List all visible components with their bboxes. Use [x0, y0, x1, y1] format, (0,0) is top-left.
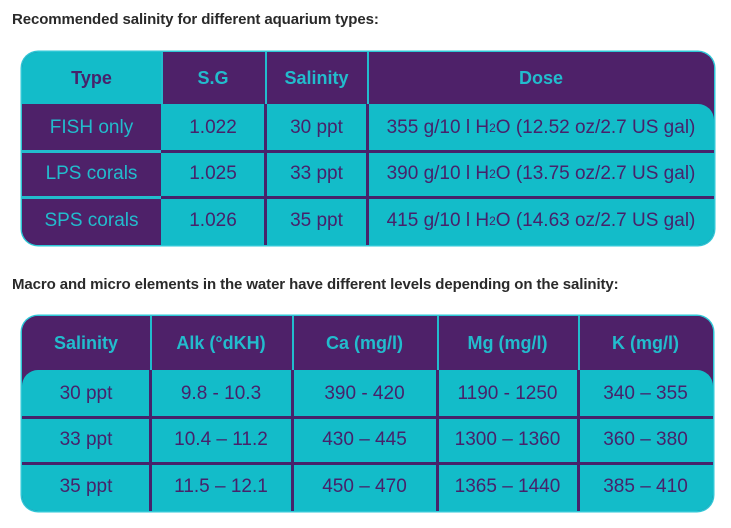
table-cell-type: FISH only	[22, 104, 161, 151]
table-cell-sg: 1.026	[189, 210, 237, 231]
row-divider	[22, 416, 713, 419]
table-cell-k: 340 – 355	[603, 382, 688, 404]
table-cell-alk: 11.5 – 12.1	[174, 476, 268, 497]
table-cell-sg: 1.022	[189, 116, 237, 138]
table-cell-k: 360 – 380	[603, 429, 688, 450]
dose-text: O (13.75 oz/2.7 US gal)	[495, 163, 696, 184]
table-cell-sg: 1.025	[189, 163, 237, 184]
table-cell-ca: 450 – 470	[322, 476, 407, 497]
elements-table-heading: Macro and micro elements in the water ha…	[12, 276, 619, 293]
table-cell-salinity: 35 ppt	[59, 476, 113, 497]
body-bg	[161, 104, 714, 245]
row-divider	[161, 196, 714, 199]
table-cell-ca: 430 – 445	[322, 429, 407, 450]
column-header-type: Type	[22, 52, 161, 104]
body-bg	[22, 370, 713, 511]
table-cell-salinity: 33 ppt	[59, 429, 113, 450]
table-cell-alk: 9.8 - 10.3	[180, 382, 262, 404]
header-divider	[161, 52, 163, 104]
dose-text: 390 g/10 l H	[386, 163, 490, 184]
column-header-k: K (mg/l)	[578, 316, 713, 370]
column-header-dose: Dose	[368, 52, 714, 104]
table-cell-salinity: 30 ppt	[59, 382, 113, 404]
header-divider	[150, 316, 152, 370]
column-header-salinity: Salinity	[22, 316, 150, 370]
header-divider	[437, 316, 439, 370]
elements-table: Salinity Alk (°dKH) Ca (mg/l) Mg (mg/l) …	[22, 316, 713, 511]
table-cell-type: LPS corals	[22, 151, 161, 197]
column-divider	[264, 104, 267, 245]
column-divider	[366, 104, 369, 245]
header-divider	[367, 52, 369, 104]
header-divider	[578, 316, 580, 370]
table-cell-type: SPS corals	[22, 197, 161, 245]
table-cell-ca: 390 - 420	[324, 382, 405, 404]
table-cell-mg: 1300 – 1360	[454, 429, 561, 450]
column-divider	[291, 370, 294, 511]
column-header-alk: Alk (°dKH)	[150, 316, 292, 370]
table-cell-mg: 1190 - 1250	[457, 382, 558, 404]
row-divider	[22, 150, 161, 153]
salinity-table-heading: Recommended salinity for different aquar…	[12, 11, 379, 28]
row-divider	[161, 150, 714, 153]
header-divider	[292, 316, 294, 370]
column-divider	[577, 370, 580, 511]
table-cell-alk: 10.4 – 11.2	[174, 429, 268, 450]
table-cell-k: 385 – 410	[603, 476, 688, 497]
row-divider	[22, 462, 713, 465]
dose-text: 415 g/10 l H	[386, 210, 490, 231]
dose-text: O (14.63 oz/2.7 US gal)	[495, 210, 696, 231]
column-header-salinity: Salinity	[265, 52, 368, 104]
column-header-sg: S.G	[161, 52, 265, 104]
table-cell-mg: 1365 – 1440	[454, 476, 561, 497]
column-divider	[149, 370, 152, 511]
row-divider	[22, 196, 161, 199]
salinity-table: Type S.G Salinity Dose FISH only 1.022 3…	[22, 52, 714, 245]
header-divider	[265, 52, 267, 104]
column-divider	[436, 370, 439, 511]
table-cell-salinity: 35 ppt	[290, 210, 343, 231]
dose-text: 355 g/10 l H	[386, 116, 490, 138]
column-header-ca: Ca (mg/l)	[292, 316, 437, 370]
table-cell-salinity: 30 ppt	[290, 116, 343, 138]
column-header-mg: Mg (mg/l)	[437, 316, 578, 370]
table-cell-salinity: 33 ppt	[290, 163, 343, 184]
dose-text: O (12.52 oz/2.7 US gal)	[495, 116, 696, 138]
